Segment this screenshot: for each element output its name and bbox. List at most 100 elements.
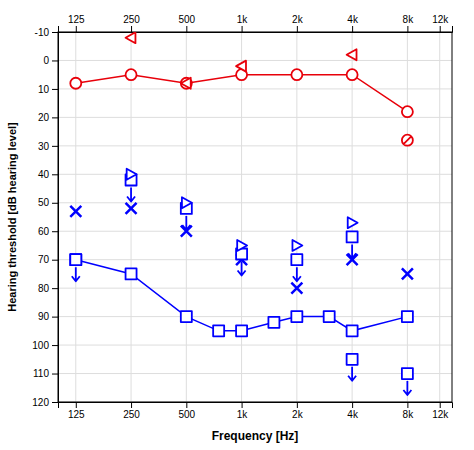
tick-label: 12k: [432, 409, 449, 420]
tick: 4k: [347, 14, 359, 32]
axis-line: [52, 33, 59, 403]
marker: [292, 240, 302, 251]
tick-mark: [407, 402, 408, 408]
tick-mark: [297, 26, 298, 32]
tick-mark: [440, 402, 441, 408]
tick-label: 70: [38, 254, 50, 265]
tick-label: 2k: [292, 409, 304, 420]
marker: [70, 78, 81, 89]
tick-label: 125: [68, 14, 85, 25]
marker: [347, 49, 357, 60]
marker: [402, 106, 413, 117]
marker: [291, 254, 302, 281]
marker: [402, 368, 413, 395]
marker: [291, 311, 302, 322]
tick: 2k: [292, 402, 304, 420]
grid-line-y: [58, 345, 452, 346]
marker: [70, 254, 81, 281]
tick: 12k: [432, 402, 449, 420]
tick-label: 250: [123, 409, 140, 420]
tick-label: 50: [38, 197, 50, 208]
tick-mark: [76, 26, 77, 32]
tick-mark: [52, 203, 58, 204]
marker: [348, 217, 358, 228]
grid-line-x: [241, 32, 242, 402]
marker: [70, 206, 81, 217]
tick-label: 20: [38, 112, 50, 123]
grid: [58, 32, 452, 402]
tick-mark: [52, 345, 58, 346]
grid-line-y: [58, 60, 452, 61]
tick-mark: [52, 60, 58, 61]
grid-line-y: [58, 88, 452, 89]
tick-mark: [52, 288, 58, 289]
tick-mark: [186, 26, 187, 32]
tick-mark: [352, 26, 353, 32]
tick-mark: [242, 402, 243, 408]
marker: [291, 283, 302, 294]
tick-label: 110: [33, 368, 49, 379]
tick-mark: [52, 89, 58, 90]
tick-mark: [52, 317, 58, 318]
tick-mark: [407, 26, 408, 32]
marker: [291, 69, 302, 80]
tick-mark: [131, 26, 132, 32]
grid-line-x: [439, 32, 440, 402]
marker: [402, 311, 413, 322]
tick: 100: [32, 340, 58, 351]
tick: 120: [32, 397, 58, 408]
marker: [402, 135, 413, 146]
tick: 60: [38, 226, 58, 237]
grid-line-y: [58, 259, 452, 260]
marker: [347, 69, 358, 80]
tick: 30: [38, 141, 58, 152]
tick: 250: [123, 14, 140, 32]
tick: 125: [68, 402, 85, 420]
tick: 2k: [292, 14, 304, 32]
tick-mark: [131, 402, 132, 408]
x-axis-title: Frequency [Hz]: [212, 429, 299, 443]
y-axis: -10 0 10 20 30 40 50 60 70 80 90 100 110 120: [32, 27, 58, 408]
tick: 50: [38, 197, 58, 208]
tick-mark: [352, 402, 353, 408]
tick-label: 40: [38, 169, 50, 180]
marker: [268, 317, 279, 328]
marker: [324, 311, 335, 322]
grid-line-y: [58, 145, 452, 146]
tick-label: 1k: [237, 14, 249, 25]
marker: [126, 203, 137, 214]
x-axis-top: 1252505001k2k4k8k12k: [59, 14, 453, 33]
tick-label: 10: [38, 84, 50, 95]
tick-label: 30: [38, 141, 50, 152]
tick-label: 0: [43, 55, 49, 66]
tick: 110: [33, 368, 58, 379]
marker: [236, 325, 247, 336]
tick-label: 250: [123, 14, 140, 25]
tick-label: 90: [38, 311, 50, 322]
tick-label: 125: [68, 409, 85, 420]
tick-mark: [52, 402, 58, 403]
tick: -10: [35, 27, 58, 38]
tick-label: 2k: [292, 14, 304, 25]
tick: 80: [38, 283, 58, 294]
tick: 500: [178, 14, 195, 32]
tick: 20: [38, 112, 58, 123]
tick-mark: [52, 374, 58, 375]
grid-line-x: [131, 32, 132, 402]
tick-mark: [52, 260, 58, 261]
grid-line-y: [58, 316, 452, 317]
marks: [70, 32, 413, 395]
grid-line-y: [58, 117, 452, 118]
tick-label: 120: [32, 397, 49, 408]
marker: [182, 197, 192, 208]
tick-mark: [76, 402, 77, 408]
tick: 250: [123, 402, 140, 420]
tick-mark: [52, 231, 58, 232]
tick: 4k: [347, 402, 359, 420]
x-axis-bottom: 1252505001k2k4k8k12k: [59, 402, 453, 420]
tick: 40: [38, 169, 58, 180]
tick-label: 4k: [347, 14, 359, 25]
marker: [236, 249, 247, 276]
tick-label: -10: [35, 27, 50, 38]
tick-label: 1k: [237, 409, 249, 420]
